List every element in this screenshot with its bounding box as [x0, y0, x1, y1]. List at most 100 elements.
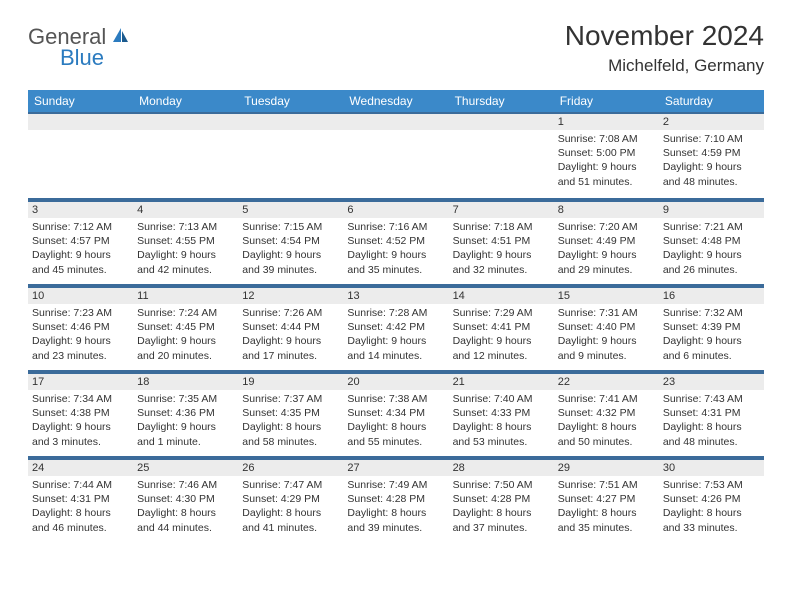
daylight-text: Daylight: 9 hours and 20 minutes. [137, 334, 234, 362]
sunrise-text: Sunrise: 7:18 AM [453, 220, 550, 234]
day-number: 18 [133, 372, 238, 390]
day-details: Sunrise: 7:34 AMSunset: 4:38 PMDaylight:… [28, 390, 133, 453]
day-details: Sunrise: 7:44 AMSunset: 4:31 PMDaylight:… [28, 476, 133, 539]
sunrise-text: Sunrise: 7:32 AM [663, 306, 760, 320]
sunrise-text: Sunrise: 7:23 AM [32, 306, 129, 320]
day-details: Sunrise: 7:35 AMSunset: 4:36 PMDaylight:… [133, 390, 238, 453]
calendar-cell: 27Sunrise: 7:49 AMSunset: 4:28 PMDayligh… [343, 457, 448, 543]
day-number: 13 [343, 286, 448, 304]
daylight-text: Daylight: 8 hours and 39 minutes. [347, 506, 444, 534]
sunset-text: Sunset: 4:45 PM [137, 320, 234, 334]
day-details: Sunrise: 7:37 AMSunset: 4:35 PMDaylight:… [238, 390, 343, 453]
daylight-text: Daylight: 9 hours and 29 minutes. [558, 248, 655, 276]
daylight-text: Daylight: 9 hours and 14 minutes. [347, 334, 444, 362]
day-number: 12 [238, 286, 343, 304]
day-details: Sunrise: 7:29 AMSunset: 4:41 PMDaylight:… [449, 304, 554, 367]
calendar-week-row: 17Sunrise: 7:34 AMSunset: 4:38 PMDayligh… [28, 371, 764, 457]
sunset-text: Sunset: 4:59 PM [663, 146, 760, 160]
day-details: Sunrise: 7:49 AMSunset: 4:28 PMDaylight:… [343, 476, 448, 539]
sunset-text: Sunset: 4:38 PM [32, 406, 129, 420]
daylight-text: Daylight: 9 hours and 26 minutes. [663, 248, 760, 276]
sunset-text: Sunset: 4:27 PM [558, 492, 655, 506]
calendar-cell: 29Sunrise: 7:51 AMSunset: 4:27 PMDayligh… [554, 457, 659, 543]
sunrise-text: Sunrise: 7:12 AM [32, 220, 129, 234]
sunset-text: Sunset: 4:40 PM [558, 320, 655, 334]
calendar-week-row: 10Sunrise: 7:23 AMSunset: 4:46 PMDayligh… [28, 285, 764, 371]
sunrise-text: Sunrise: 7:47 AM [242, 478, 339, 492]
sunrise-text: Sunrise: 7:50 AM [453, 478, 550, 492]
sunset-text: Sunset: 4:32 PM [558, 406, 655, 420]
calendar-cell: 23Sunrise: 7:43 AMSunset: 4:31 PMDayligh… [659, 371, 764, 457]
day-number: 10 [28, 286, 133, 304]
daylight-text: Daylight: 8 hours and 50 minutes. [558, 420, 655, 448]
daylight-text: Daylight: 8 hours and 41 minutes. [242, 506, 339, 534]
day-details: Sunrise: 7:41 AMSunset: 4:32 PMDaylight:… [554, 390, 659, 453]
day-details: Sunrise: 7:47 AMSunset: 4:29 PMDaylight:… [238, 476, 343, 539]
sunrise-text: Sunrise: 7:49 AM [347, 478, 444, 492]
sunset-text: Sunset: 4:33 PM [453, 406, 550, 420]
calendar-body: 1Sunrise: 7:08 AMSunset: 5:00 PMDaylight… [28, 113, 764, 543]
day-number: 21 [449, 372, 554, 390]
weekday-header: Sunday [28, 90, 133, 113]
daylight-text: Daylight: 9 hours and 32 minutes. [453, 248, 550, 276]
calendar-cell [449, 113, 554, 199]
weekday-header: Saturday [659, 90, 764, 113]
sunset-text: Sunset: 4:34 PM [347, 406, 444, 420]
day-number: 7 [449, 200, 554, 218]
calendar-cell: 10Sunrise: 7:23 AMSunset: 4:46 PMDayligh… [28, 285, 133, 371]
day-number [343, 114, 448, 130]
calendar-cell: 26Sunrise: 7:47 AMSunset: 4:29 PMDayligh… [238, 457, 343, 543]
day-details: Sunrise: 7:53 AMSunset: 4:26 PMDaylight:… [659, 476, 764, 539]
sunrise-text: Sunrise: 7:28 AM [347, 306, 444, 320]
sunrise-text: Sunrise: 7:20 AM [558, 220, 655, 234]
daylight-text: Daylight: 9 hours and 48 minutes. [663, 160, 760, 188]
calendar-cell: 20Sunrise: 7:38 AMSunset: 4:34 PMDayligh… [343, 371, 448, 457]
sunrise-text: Sunrise: 7:34 AM [32, 392, 129, 406]
day-details: Sunrise: 7:08 AMSunset: 5:00 PMDaylight:… [554, 130, 659, 193]
day-number: 19 [238, 372, 343, 390]
day-number: 1 [554, 114, 659, 130]
weekday-header: Tuesday [238, 90, 343, 113]
daylight-text: Daylight: 9 hours and 35 minutes. [347, 248, 444, 276]
calendar-week-row: 3Sunrise: 7:12 AMSunset: 4:57 PMDaylight… [28, 199, 764, 285]
daylight-text: Daylight: 9 hours and 9 minutes. [558, 334, 655, 362]
calendar-cell: 5Sunrise: 7:15 AMSunset: 4:54 PMDaylight… [238, 199, 343, 285]
sunset-text: Sunset: 4:39 PM [663, 320, 760, 334]
daylight-text: Daylight: 8 hours and 46 minutes. [32, 506, 129, 534]
calendar-cell: 12Sunrise: 7:26 AMSunset: 4:44 PMDayligh… [238, 285, 343, 371]
daylight-text: Daylight: 9 hours and 45 minutes. [32, 248, 129, 276]
calendar-cell: 22Sunrise: 7:41 AMSunset: 4:32 PMDayligh… [554, 371, 659, 457]
day-number: 9 [659, 200, 764, 218]
daylight-text: Daylight: 8 hours and 33 minutes. [663, 506, 760, 534]
day-number [133, 114, 238, 130]
day-number: 11 [133, 286, 238, 304]
daylight-text: Daylight: 9 hours and 17 minutes. [242, 334, 339, 362]
day-number: 15 [554, 286, 659, 304]
daylight-text: Daylight: 9 hours and 23 minutes. [32, 334, 129, 362]
day-number: 3 [28, 200, 133, 218]
sunrise-text: Sunrise: 7:10 AM [663, 132, 760, 146]
day-number: 29 [554, 458, 659, 476]
sunrise-text: Sunrise: 7:29 AM [453, 306, 550, 320]
sunrise-text: Sunrise: 7:31 AM [558, 306, 655, 320]
day-details: Sunrise: 7:28 AMSunset: 4:42 PMDaylight:… [343, 304, 448, 367]
day-number: 4 [133, 200, 238, 218]
sunset-text: Sunset: 4:52 PM [347, 234, 444, 248]
sunrise-text: Sunrise: 7:24 AM [137, 306, 234, 320]
sunset-text: Sunset: 4:54 PM [242, 234, 339, 248]
day-number: 23 [659, 372, 764, 390]
calendar-cell [133, 113, 238, 199]
day-number: 20 [343, 372, 448, 390]
page-title: November 2024 [565, 20, 764, 52]
sunrise-text: Sunrise: 7:46 AM [137, 478, 234, 492]
calendar-cell: 9Sunrise: 7:21 AMSunset: 4:48 PMDaylight… [659, 199, 764, 285]
daylight-text: Daylight: 8 hours and 48 minutes. [663, 420, 760, 448]
calendar-cell: 25Sunrise: 7:46 AMSunset: 4:30 PMDayligh… [133, 457, 238, 543]
day-number: 27 [343, 458, 448, 476]
daylight-text: Daylight: 9 hours and 6 minutes. [663, 334, 760, 362]
sunrise-text: Sunrise: 7:13 AM [137, 220, 234, 234]
day-number: 26 [238, 458, 343, 476]
sunset-text: Sunset: 4:36 PM [137, 406, 234, 420]
daylight-text: Daylight: 8 hours and 58 minutes. [242, 420, 339, 448]
day-details: Sunrise: 7:13 AMSunset: 4:55 PMDaylight:… [133, 218, 238, 281]
